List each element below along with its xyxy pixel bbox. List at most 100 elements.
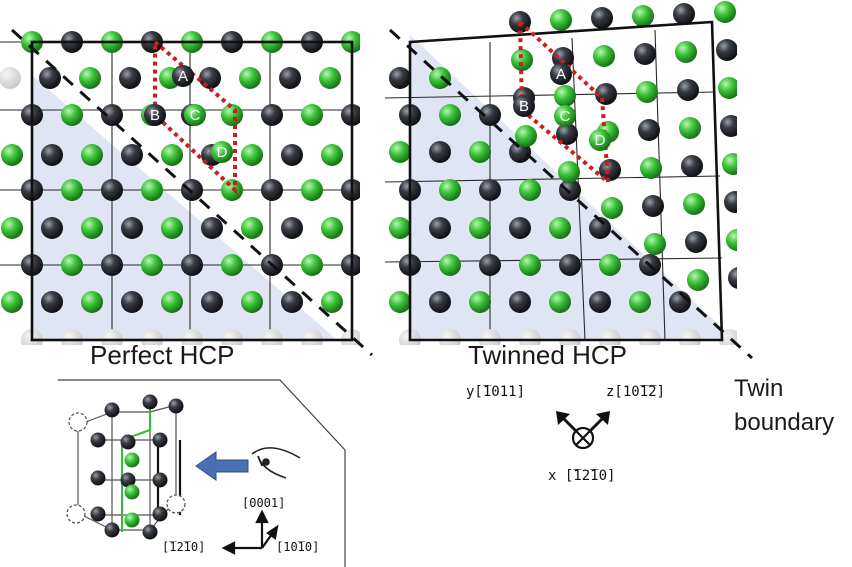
atom bbox=[629, 291, 651, 313]
atom bbox=[301, 104, 323, 126]
perfect-unit-cell-dotted bbox=[153, 37, 237, 195]
atom bbox=[550, 9, 572, 31]
twinned-frame bbox=[408, 20, 724, 342]
atom-label-c: C bbox=[190, 107, 201, 124]
inset-atom bbox=[168, 398, 184, 414]
inset-callout-outline bbox=[58, 379, 346, 567]
twinned-hcp-panel: A B C D bbox=[384, 1, 754, 360]
atom bbox=[634, 43, 656, 65]
atom bbox=[549, 291, 571, 313]
hcp-prism-inset bbox=[66, 394, 186, 540]
atom-label-b-twin: B bbox=[519, 98, 529, 115]
atom bbox=[301, 254, 323, 276]
atom-a bbox=[172, 65, 194, 87]
twinned-unit-cell-dotted bbox=[517, 17, 611, 187]
atom bbox=[716, 39, 737, 61]
atom bbox=[683, 193, 705, 215]
atom bbox=[341, 179, 360, 201]
atom bbox=[554, 85, 576, 107]
atom bbox=[1, 217, 23, 239]
out-of-page-axis-icon bbox=[571, 426, 595, 450]
atom bbox=[469, 217, 491, 239]
atom bbox=[720, 115, 737, 137]
atom bbox=[599, 254, 621, 276]
atom-d bbox=[211, 141, 233, 163]
atom bbox=[429, 217, 451, 239]
atom bbox=[549, 217, 571, 239]
atom bbox=[81, 144, 103, 166]
atom bbox=[121, 217, 143, 239]
inset-atom bbox=[90, 470, 106, 486]
inset-axis-left-label: [̅12̅10] bbox=[162, 540, 206, 554]
atom bbox=[39, 67, 61, 89]
atom bbox=[121, 144, 143, 166]
atom bbox=[509, 291, 531, 313]
atom-a-twin bbox=[550, 63, 572, 85]
atom bbox=[239, 67, 261, 89]
atom bbox=[389, 217, 411, 239]
atom bbox=[321, 291, 343, 313]
atom bbox=[241, 144, 263, 166]
atom bbox=[201, 291, 223, 313]
inset-axis-up-label: [0001] bbox=[242, 496, 286, 510]
twinned-twin-boundary bbox=[388, 28, 754, 360]
atom bbox=[321, 144, 343, 166]
atom bbox=[281, 144, 303, 166]
atom bbox=[221, 104, 243, 126]
atom bbox=[41, 291, 63, 313]
atom bbox=[389, 141, 411, 163]
atom bbox=[101, 254, 123, 276]
atom bbox=[81, 217, 103, 239]
atom bbox=[221, 179, 243, 201]
atom bbox=[479, 104, 501, 126]
atom bbox=[589, 217, 611, 239]
atom bbox=[279, 67, 301, 89]
perfect-hcp-panel: A B C D bbox=[0, 28, 374, 357]
view-direction-arrow-icon bbox=[195, 451, 249, 481]
atom bbox=[1, 144, 23, 166]
atom-label-a: A bbox=[178, 68, 188, 85]
atom bbox=[241, 291, 263, 313]
atom bbox=[632, 5, 654, 27]
atom bbox=[81, 291, 103, 313]
twinned-hcp-caption: Twinned HCP bbox=[468, 340, 627, 370]
atom bbox=[241, 217, 263, 239]
atom-label-d: D bbox=[217, 144, 228, 161]
inset-axis-triad bbox=[221, 509, 279, 555]
atom bbox=[638, 119, 660, 141]
atom bbox=[221, 254, 243, 276]
atom bbox=[61, 104, 83, 126]
inset-atom bbox=[152, 432, 168, 448]
atom bbox=[599, 159, 621, 181]
atom-b bbox=[144, 104, 166, 126]
atom bbox=[199, 67, 221, 89]
atom bbox=[41, 144, 63, 166]
atom bbox=[429, 291, 451, 313]
atom bbox=[261, 179, 283, 201]
atom-label-b: B bbox=[150, 107, 160, 124]
atom bbox=[439, 179, 461, 201]
atom-c bbox=[184, 104, 206, 126]
inset-atom bbox=[90, 506, 106, 522]
inset-atom bbox=[124, 452, 140, 468]
atom bbox=[515, 125, 537, 147]
atom bbox=[469, 291, 491, 313]
inset-atom bbox=[104, 402, 120, 418]
atom bbox=[201, 217, 223, 239]
atom-d-twin bbox=[589, 129, 611, 151]
perfect-twin-boundary bbox=[10, 28, 374, 357]
atom bbox=[1, 291, 23, 313]
atom bbox=[591, 7, 613, 29]
atom bbox=[281, 217, 303, 239]
inset-atom bbox=[142, 394, 158, 410]
atom bbox=[479, 254, 501, 276]
atom bbox=[0, 67, 21, 89]
atom bbox=[341, 104, 360, 126]
atom bbox=[181, 254, 203, 276]
atom bbox=[319, 67, 341, 89]
atom bbox=[642, 195, 664, 217]
atom bbox=[559, 254, 581, 276]
perfect-frame bbox=[30, 40, 354, 342]
atom-b-twin bbox=[513, 95, 535, 117]
